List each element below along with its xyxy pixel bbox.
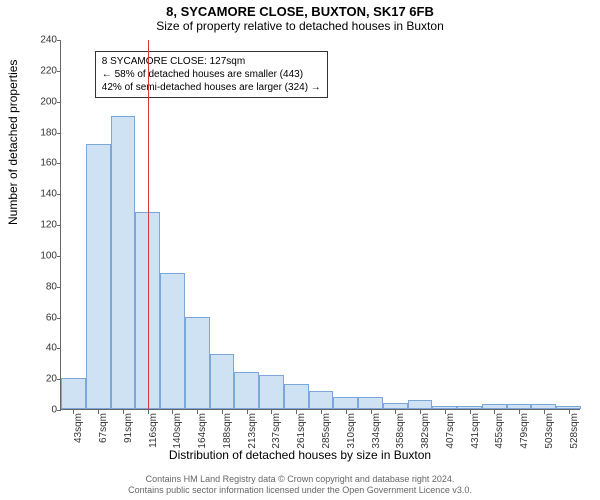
x-tick-mark — [395, 410, 396, 414]
footer-line2: Contains public sector information licen… — [0, 485, 600, 496]
x-tick-label: 237sqm — [271, 413, 282, 449]
x-tick-mark — [123, 410, 124, 414]
y-tick-mark — [57, 194, 61, 195]
title-main: 8, SYCAMORE CLOSE, BUXTON, SK17 6FB — [0, 0, 600, 19]
title-sub: Size of property relative to detached ho… — [0, 19, 600, 35]
x-tick-label: 261sqm — [296, 413, 307, 449]
histogram-bar — [185, 317, 210, 410]
footer: Contains HM Land Registry data © Crown c… — [0, 474, 600, 496]
footer-line1: Contains HM Land Registry data © Crown c… — [0, 474, 600, 485]
x-tick-label: 431sqm — [470, 413, 481, 449]
histogram-bar — [61, 378, 86, 409]
x-tick-mark — [420, 410, 421, 414]
y-tick-mark — [57, 71, 61, 72]
histogram-bar — [408, 400, 433, 409]
x-tick-mark — [271, 410, 272, 414]
x-tick-label: 164sqm — [197, 413, 208, 449]
x-tick-label: 67sqm — [98, 413, 109, 443]
y-tick-mark — [57, 225, 61, 226]
x-tick-mark — [470, 410, 471, 414]
y-tick-mark — [57, 163, 61, 164]
x-tick-mark — [371, 410, 372, 414]
x-tick-mark — [494, 410, 495, 414]
annotation-line3: 42% of semi-detached houses are larger (… — [102, 81, 321, 94]
x-tick-label: 503sqm — [544, 413, 555, 449]
histogram-bar — [482, 404, 507, 409]
x-tick-mark — [544, 410, 545, 414]
x-tick-label: 91sqm — [123, 413, 134, 443]
histogram-bar — [309, 391, 334, 410]
y-tick-mark — [57, 318, 61, 319]
y-tick-mark — [57, 287, 61, 288]
y-tick-mark — [57, 40, 61, 41]
annotation-line1: 8 SYCAMORE CLOSE: 127sqm — [102, 55, 321, 68]
x-tick-label: 479sqm — [519, 413, 530, 449]
x-tick-mark — [445, 410, 446, 414]
histogram-bar — [507, 404, 532, 409]
x-tick-mark — [569, 410, 570, 414]
histogram-bar — [531, 404, 556, 409]
x-tick-label: 455sqm — [494, 413, 505, 449]
x-tick-label: 188sqm — [222, 413, 233, 449]
y-tick-mark — [57, 133, 61, 134]
histogram-bar — [111, 116, 136, 409]
x-tick-label: 382sqm — [420, 413, 431, 449]
histogram-bar — [210, 354, 235, 410]
y-tick-mark — [57, 348, 61, 349]
x-tick-label: 285sqm — [321, 413, 332, 449]
x-tick-mark — [247, 410, 248, 414]
x-tick-mark — [321, 410, 322, 414]
x-tick-label: 334sqm — [371, 413, 382, 449]
x-tick-label: 116sqm — [148, 413, 159, 448]
plot-area: 8 SYCAMORE CLOSE: 127sqm ← 58% of detach… — [60, 40, 580, 410]
histogram-bar — [160, 273, 185, 409]
y-tick-mark — [57, 256, 61, 257]
x-tick-mark — [519, 410, 520, 414]
histogram-bar — [234, 372, 259, 409]
x-tick-label: 140sqm — [172, 413, 183, 449]
histogram-bar — [358, 397, 383, 409]
y-tick-mark — [57, 410, 61, 411]
x-tick-mark — [73, 410, 74, 414]
x-tick-mark — [222, 410, 223, 414]
histogram-bar — [333, 397, 358, 409]
x-tick-mark — [346, 410, 347, 414]
histogram-bar — [284, 384, 309, 409]
x-tick-label: 213sqm — [247, 413, 258, 449]
y-axis-label: Number of detached properties — [6, 60, 20, 225]
histogram-bar — [383, 403, 408, 409]
x-axis-label: Distribution of detached houses by size … — [0, 448, 600, 462]
annotation-line2: ← 58% of detached houses are smaller (44… — [102, 68, 321, 81]
histogram-bar — [432, 406, 457, 409]
histogram-bar — [457, 406, 482, 409]
x-tick-mark — [296, 410, 297, 414]
histogram-bar — [86, 144, 111, 409]
annotation-box: 8 SYCAMORE CLOSE: 127sqm ← 58% of detach… — [95, 51, 328, 98]
x-tick-label: 43sqm — [73, 413, 84, 443]
y-tick-mark — [57, 102, 61, 103]
x-tick-mark — [172, 410, 173, 414]
x-tick-mark — [98, 410, 99, 414]
x-tick-label: 358sqm — [395, 413, 406, 449]
x-tick-mark — [148, 410, 149, 414]
marker-line — [148, 40, 149, 409]
x-tick-label: 310sqm — [346, 413, 357, 449]
x-tick-mark — [197, 410, 198, 414]
chart-container: 8, SYCAMORE CLOSE, BUXTON, SK17 6FB Size… — [0, 0, 600, 500]
x-tick-label: 407sqm — [445, 413, 456, 449]
x-tick-label: 528sqm — [569, 413, 580, 449]
histogram-bar — [259, 375, 284, 409]
histogram-bar — [556, 406, 581, 409]
